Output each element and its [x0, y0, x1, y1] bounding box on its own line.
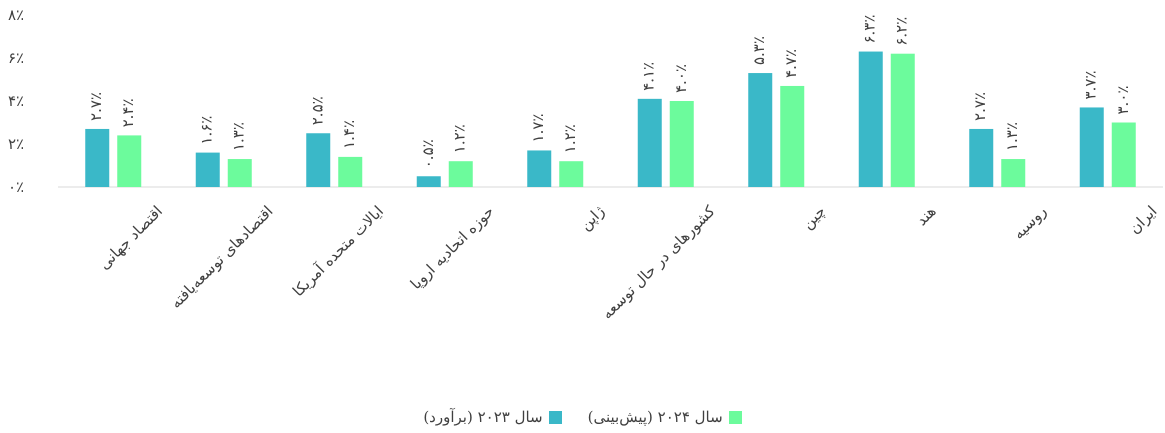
- data-label: ۶.۳٪: [861, 15, 879, 44]
- legend-label-2023: سال ۲۰۲۳ (برآورد): [423, 408, 543, 426]
- data-label: ۱.۳٪: [1003, 122, 1021, 151]
- data-label: ۵.۳٪: [750, 36, 768, 65]
- x-tick-label: چین: [799, 202, 830, 233]
- bar-series-2: [669, 101, 694, 187]
- bar-series-1: [969, 128, 994, 187]
- x-tick-label: اقتصادهای توسعه‌یافته: [167, 202, 277, 312]
- data-label: ۲.۵٪: [308, 96, 326, 125]
- x-tick-label: اقتصاد جهانی: [95, 202, 166, 273]
- bar-series-2: [448, 161, 473, 187]
- bar-series-2: [1001, 159, 1026, 187]
- x-tick-label: حوزه اتحادیه اروپا: [407, 202, 498, 293]
- bar-series-1: [858, 51, 883, 187]
- data-label: ۶.۲٪: [893, 17, 911, 46]
- data-label: ۴.۰٪: [672, 64, 690, 93]
- data-label: ۳.۰٪: [1114, 86, 1132, 115]
- bar-series-1: [416, 176, 441, 187]
- data-label: ۱.۳٪: [230, 122, 248, 151]
- data-label: ۱.۴٪: [340, 120, 358, 149]
- bar-series-2: [117, 135, 142, 187]
- data-label: ۲.۴٪: [119, 98, 137, 127]
- bar-series-1: [527, 150, 552, 187]
- y-tick-label: ۶٪: [8, 49, 24, 67]
- x-tick-label: کشورهای در حال توسعه: [598, 201, 719, 322]
- legend-swatch-2024: [728, 410, 742, 424]
- data-label: ۱.۷٪: [529, 113, 547, 142]
- y-tick-label: ۴٪: [8, 92, 24, 110]
- data-label: ۱.۲٪: [451, 124, 469, 153]
- bar-series-1: [195, 152, 220, 187]
- data-label: ۳.۷٪: [1082, 70, 1100, 99]
- bar-series-1: [1079, 107, 1104, 187]
- legend-swatch-2023: [548, 410, 562, 424]
- bar-chart: ۰٪ ۲٪ ۴٪ ۶٪ ۸٪ ۲.۷٪ ۲.۴٪ اقتصاد جهانی ۱.۶٪ ۱.۳٪ اق…: [8, 6, 1163, 323]
- x-tick-label: هند: [912, 202, 939, 229]
- y-tick-label: ۲٪: [8, 135, 24, 153]
- bar-series-2: [890, 53, 915, 188]
- data-label: ۴.۱٪: [640, 62, 658, 91]
- bar-series-1: [306, 133, 331, 187]
- data-label: ۰.۵٪: [419, 139, 437, 168]
- bar-series-2: [780, 85, 805, 187]
- x-tick-label: ایران: [1125, 202, 1160, 237]
- legend-item-2023: سال ۲۰۲۳ (برآورد): [423, 408, 562, 426]
- x-tick-label: ایالات متحده آمریکا: [289, 202, 387, 300]
- y-tick-label: ۰٪: [8, 178, 24, 196]
- legend-item-2024: سال ۲۰۲۴ (پیش‌بینی): [588, 408, 742, 426]
- data-label: ۱.۲٪: [561, 124, 579, 153]
- x-tick-label: روسیه: [1009, 202, 1050, 243]
- bar-series-2: [1111, 122, 1136, 187]
- bar-series-1: [637, 98, 662, 187]
- bar-series-2: [338, 156, 363, 187]
- data-label: ۱.۶٪: [198, 116, 216, 145]
- bar-series-1: [748, 73, 773, 187]
- data-label: ۲.۷٪: [87, 92, 105, 121]
- x-tick-label: ژاپن: [576, 202, 608, 234]
- bar-series-2: [227, 159, 252, 187]
- bar-series-1: [85, 128, 110, 187]
- legend: سال ۲۰۲۴ (پیش‌بینی) سال ۲۰۲۳ (برآورد): [0, 408, 1165, 426]
- legend-label-2024: سال ۲۰۲۴ (پیش‌بینی): [587, 408, 723, 426]
- data-label: ۴.۷٪: [782, 49, 800, 78]
- data-label: ۲.۷٪: [971, 92, 989, 121]
- bar-series-2: [559, 161, 584, 187]
- y-tick-label: ۸٪: [8, 6, 24, 24]
